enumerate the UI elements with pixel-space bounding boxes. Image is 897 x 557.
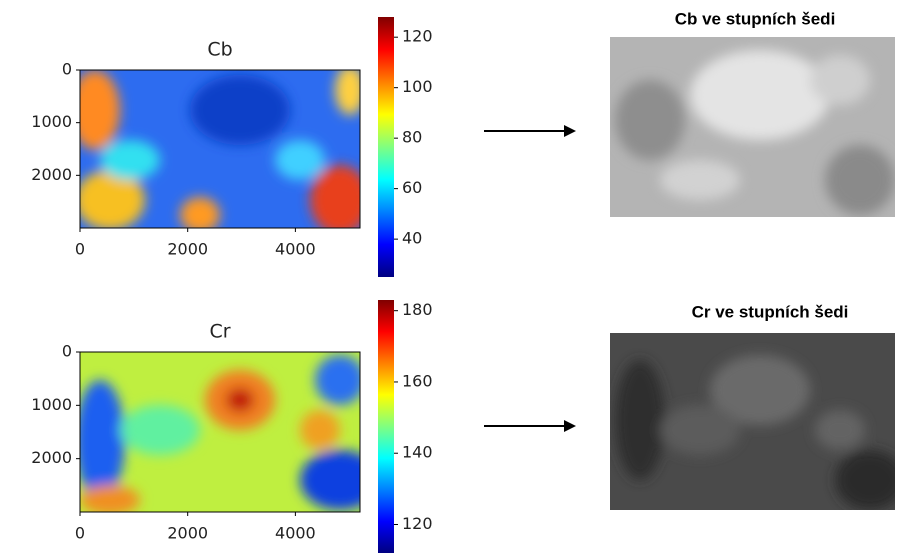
y-tick-label: 2000 — [31, 165, 72, 184]
x-tick-label: 2000 — [167, 240, 208, 259]
cb-gray-image — [610, 37, 895, 217]
axes-frame — [79, 351, 361, 513]
x-tick-label: 0 — [75, 240, 85, 259]
x-tick-label: 4000 — [275, 524, 316, 543]
colorbar-tick-label: 80 — [402, 128, 422, 147]
colorbar-tick-label: 140 — [402, 443, 433, 462]
cr-image — [80, 352, 360, 512]
colorbar-tick-label: 40 — [402, 229, 422, 248]
colorbar-tick-label: 120 — [402, 27, 433, 46]
colorbar-tick-label: 100 — [402, 77, 433, 96]
x-tick-label: 4000 — [275, 240, 316, 259]
colorbar — [378, 300, 394, 553]
colorbar — [378, 17, 394, 277]
colorbar-tick-label: 160 — [402, 371, 433, 390]
y-tick-label: 2000 — [31, 448, 72, 467]
y-tick-label: 0 — [62, 342, 72, 361]
axes-frame — [79, 69, 361, 229]
y-tick-label: 0 — [62, 60, 72, 79]
y-tick-label: 1000 — [31, 112, 72, 131]
y-tick-label: 1000 — [31, 395, 72, 414]
colorbar-tick-label: 60 — [402, 178, 422, 197]
x-tick-label: 0 — [75, 524, 85, 543]
arrow — [484, 125, 576, 432]
x-tick-label: 2000 — [167, 524, 208, 543]
image-title: Cr ve stupních šedi — [692, 302, 849, 321]
colorbar-tick-label: 120 — [402, 514, 433, 533]
chart-title: Cr — [209, 321, 230, 343]
cr-gray-image — [610, 333, 895, 510]
chart-title: Cb — [207, 39, 232, 61]
image-title: Cb ve stupních šedi — [675, 9, 836, 28]
cb-image — [80, 70, 360, 228]
colorbar-tick-label: 180 — [402, 300, 433, 319]
